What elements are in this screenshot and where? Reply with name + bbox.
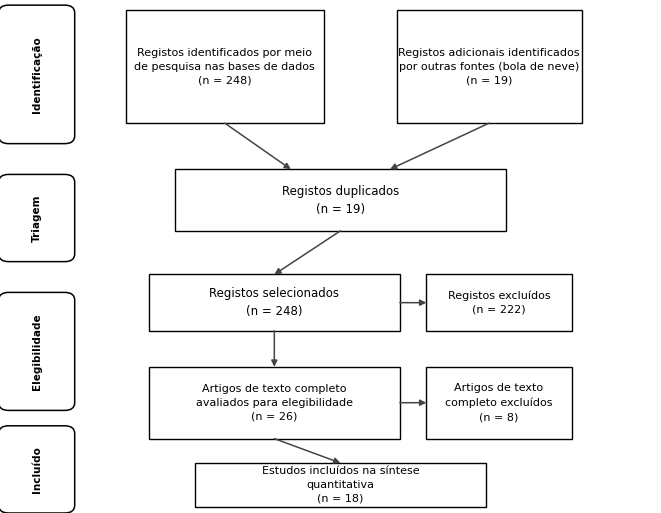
Text: Registos selecionados
(n = 248): Registos selecionados (n = 248): [210, 287, 339, 318]
Text: Estudos incluídos na síntese
quantitativa
(n = 18): Estudos incluídos na síntese quantitativ…: [262, 466, 419, 504]
FancyBboxPatch shape: [426, 367, 572, 439]
Text: Registos duplicados
(n = 19): Registos duplicados (n = 19): [282, 185, 399, 215]
Text: Incluído: Incluído: [32, 446, 42, 493]
FancyBboxPatch shape: [149, 274, 400, 331]
FancyBboxPatch shape: [175, 169, 506, 231]
FancyBboxPatch shape: [0, 292, 75, 410]
FancyBboxPatch shape: [397, 10, 582, 123]
FancyBboxPatch shape: [0, 174, 75, 262]
FancyBboxPatch shape: [126, 10, 324, 123]
Text: Registos adicionais identificados
por outras fontes (bola de neve)
(n = 19): Registos adicionais identificados por ou…: [399, 48, 580, 86]
Text: Registos identificados por meio
de pesquisa nas bases de dados
(n = 248): Registos identificados por meio de pesqu…: [134, 48, 315, 86]
FancyBboxPatch shape: [426, 274, 572, 331]
FancyBboxPatch shape: [0, 426, 75, 513]
FancyBboxPatch shape: [0, 5, 75, 144]
Text: Artigos de texto completo
avaliados para elegibilidade
(n = 26): Artigos de texto completo avaliados para…: [196, 384, 353, 422]
FancyBboxPatch shape: [149, 367, 400, 439]
Text: Artigos de texto
completo excluídos
(n = 8): Artigos de texto completo excluídos (n =…: [446, 383, 553, 422]
Text: Identificação: Identificação: [32, 36, 42, 113]
Text: Registos excluídos
(n = 222): Registos excluídos (n = 222): [447, 290, 551, 315]
FancyBboxPatch shape: [195, 463, 486, 507]
Text: Triagem: Triagem: [32, 194, 42, 242]
Text: Elegibilidade: Elegibilidade: [32, 313, 42, 390]
